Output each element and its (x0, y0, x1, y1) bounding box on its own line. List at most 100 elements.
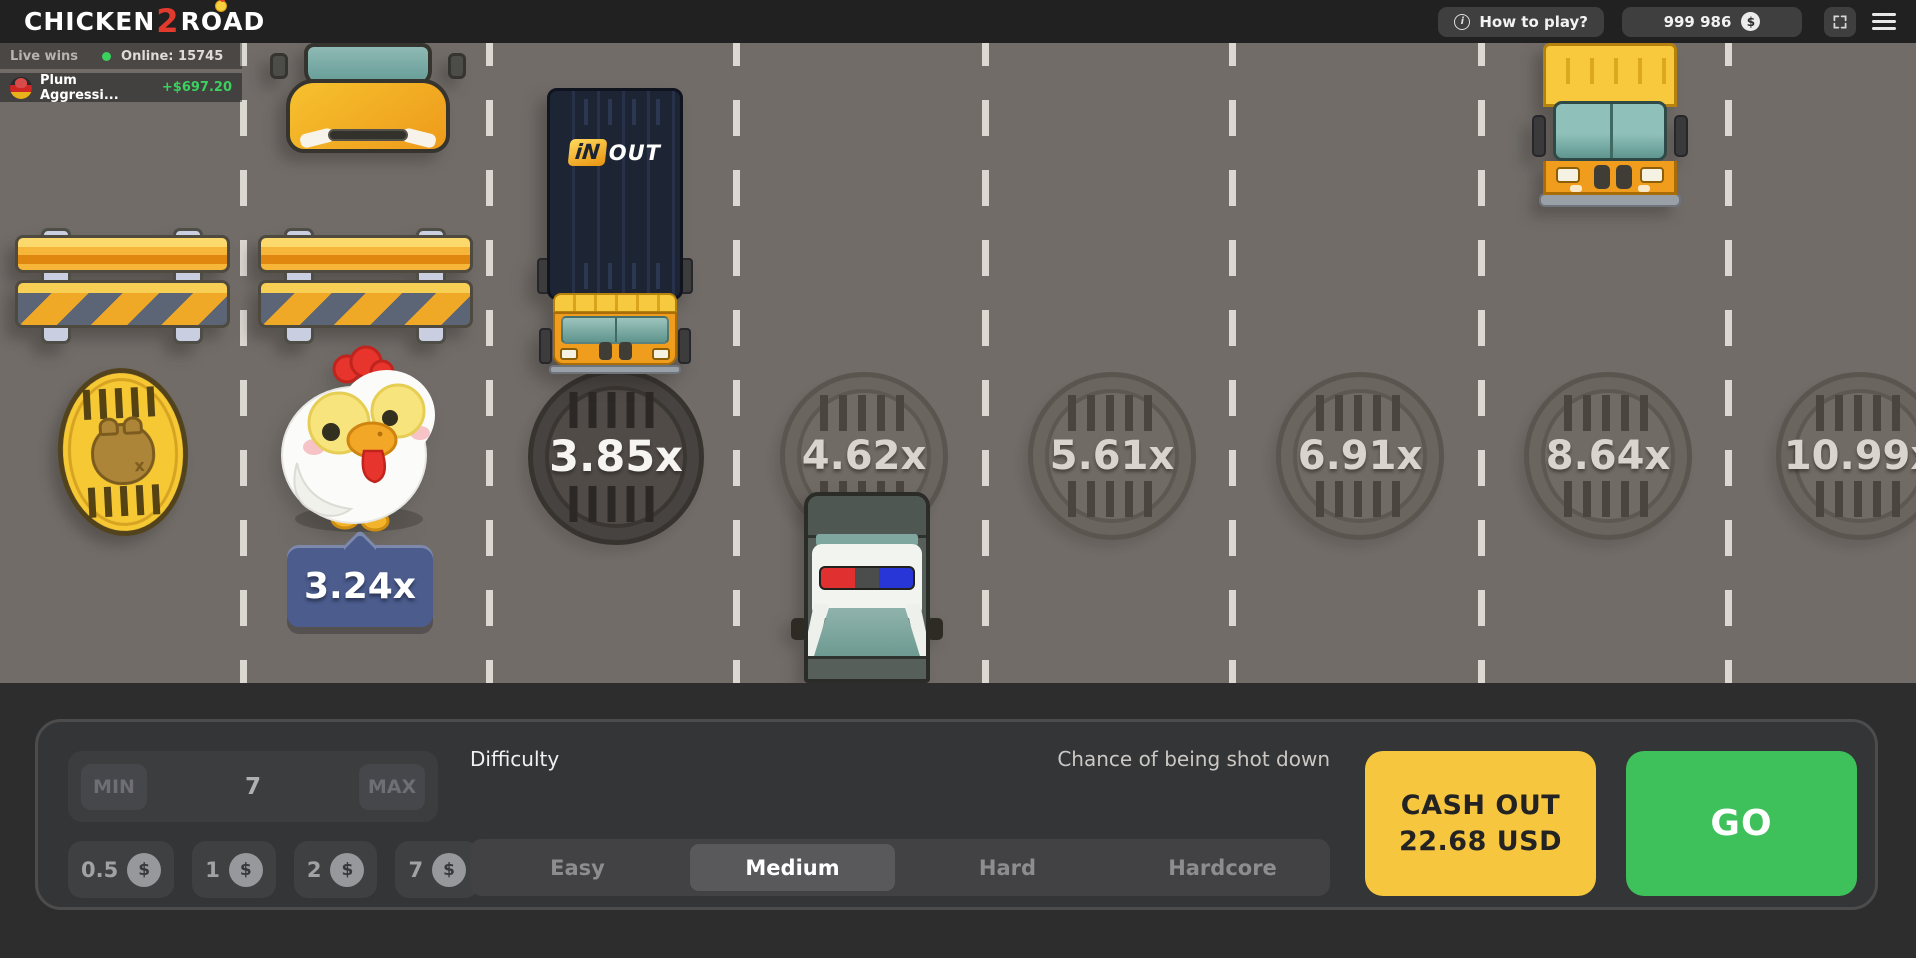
difficulty-label: Difficulty (470, 747, 560, 771)
chicken-graphic (281, 345, 435, 532)
lane-divider (240, 43, 247, 683)
how-to-play-label: How to play? (1479, 12, 1588, 31)
police-rear (808, 496, 926, 538)
quick-bet-amount: 7 (408, 857, 424, 882)
live-wins-label: Live wins (10, 48, 79, 64)
fullscreen-button[interactable] (1824, 6, 1856, 37)
lane-divider (1229, 43, 1236, 683)
grate-slits (1067, 481, 1157, 517)
manhole: 5.61x (1028, 372, 1196, 540)
coin-slits (82, 386, 159, 420)
police-lightbar (819, 566, 915, 590)
bet-amount-box: MIN 7 MAX (68, 751, 438, 822)
road-barrier (15, 228, 230, 348)
truck-cab (553, 293, 677, 365)
police-rear-window (816, 534, 918, 546)
grate-slits (1815, 481, 1905, 517)
cash-out-button[interactable]: CASH OUT 22.68 USD (1365, 751, 1596, 896)
difficulty-option-easy[interactable]: Easy (550, 855, 605, 880)
cab-front (1543, 161, 1677, 195)
quick-bet-button[interactable]: 2 $ (293, 841, 378, 898)
cab-windshield (1553, 101, 1667, 161)
logo-number: 2 (156, 1, 180, 40)
headlight (560, 348, 578, 360)
quick-bet-button[interactable]: 0.5 $ (68, 841, 175, 898)
current-multiplier-badge: 3.24x (287, 545, 433, 627)
bet-max-button[interactable]: MAX (359, 763, 425, 810)
inout-logo-in: iN (567, 139, 608, 166)
player-avatar (10, 76, 32, 99)
bet-min-button[interactable]: MIN (81, 763, 147, 810)
car-mirror (927, 618, 943, 640)
quick-bet-amount: 2 (306, 857, 322, 882)
control-panel: MIN 7 MAX 0.5 $ 1 $ 2 $ 7 $ Difficulty C… (35, 719, 1878, 910)
how-to-play-button[interactable]: i How to play? (1438, 6, 1604, 37)
logo-letter-o: O (201, 0, 228, 34)
grate-slits (569, 392, 663, 428)
balance-value: 999 986 (1663, 12, 1732, 31)
go-label: GO (1710, 803, 1773, 844)
marker-light (1570, 185, 1582, 192)
inout-logo-out: OUT (608, 140, 661, 165)
marker-light (1638, 185, 1650, 192)
road-barrier (258, 228, 473, 348)
grate-slits (819, 395, 909, 431)
car-grill (328, 129, 408, 141)
difficulty-option-hard[interactable]: Hard (978, 855, 1037, 880)
barrier-bar (258, 280, 473, 328)
trailer-vents (564, 99, 666, 125)
car-sprite (270, 43, 466, 153)
road: 3.85x 4.62x 5.61x 6.91x 8.64x (0, 43, 1916, 683)
headlight (1556, 167, 1580, 183)
truck-trailer: iN OUT (547, 88, 683, 300)
logo-letters-ad: AD (223, 7, 266, 37)
grate-slits (1815, 395, 1905, 431)
lane-divider (733, 43, 740, 683)
quick-bet-button[interactable]: 7 $ (395, 841, 480, 898)
truck-wheel (539, 328, 552, 364)
cab-roof (1543, 43, 1677, 107)
quick-bet-button[interactable]: 1 $ (192, 841, 276, 898)
police-body (804, 492, 930, 683)
police-roof (812, 544, 922, 618)
truck-wheel (1532, 115, 1546, 157)
difficulty-option-medium[interactable]: Medium (690, 844, 895, 891)
police-car-sprite (791, 492, 943, 683)
logo-letter-r: R (180, 7, 201, 37)
manhole-next: 3.85x (528, 369, 704, 545)
multiplier-value: 3.85x (549, 432, 683, 482)
cab-grill (1594, 165, 1610, 189)
top-bar: CHICKEN 2 R O AD i How to play? 999 986 $ (0, 0, 1916, 43)
fullscreen-icon (1833, 15, 1847, 28)
truck-bumper (549, 365, 681, 374)
go-button[interactable]: GO (1626, 751, 1857, 896)
cab-grill (1616, 165, 1632, 189)
multiplier-value: 6.91x (1297, 433, 1423, 479)
barrier-bar (15, 280, 230, 328)
balance-display[interactable]: 999 986 $ (1622, 6, 1802, 37)
grate-slits (1315, 481, 1405, 517)
police-windshield (814, 608, 920, 656)
car-hood (286, 79, 450, 153)
online-count: Online: 15745 (121, 48, 224, 64)
dollar-coin-icon: $ (127, 852, 162, 887)
bet-value: 7 (244, 773, 261, 800)
quick-bet-amount: 1 (205, 857, 220, 882)
grate-slits (1563, 481, 1653, 517)
multiplier-value: 8.64x (1545, 433, 1671, 479)
logo-word-chicken: CHICKEN (24, 7, 156, 37)
live-win-entry: Plum Aggressi... +$697.20 (0, 73, 242, 103)
chicken-character (268, 345, 450, 539)
dollar-coin-icon: $ (432, 852, 467, 887)
lane-divider (1725, 43, 1732, 683)
car-mirror (791, 618, 807, 640)
coin-slits (87, 484, 164, 518)
barrier-bar (258, 235, 473, 273)
manhole: 6.91x (1276, 372, 1444, 540)
lightbar-blue (879, 568, 913, 588)
quick-bet-row: 0.5 $ 1 $ 2 $ 7 $ (68, 841, 480, 898)
menu-button[interactable] (1872, 13, 1896, 30)
difficulty-option-hardcore[interactable]: Hardcore (1168, 855, 1277, 880)
dollar-coin-icon: $ (228, 852, 263, 887)
app-logo: CHICKEN 2 R O AD (24, 0, 266, 40)
